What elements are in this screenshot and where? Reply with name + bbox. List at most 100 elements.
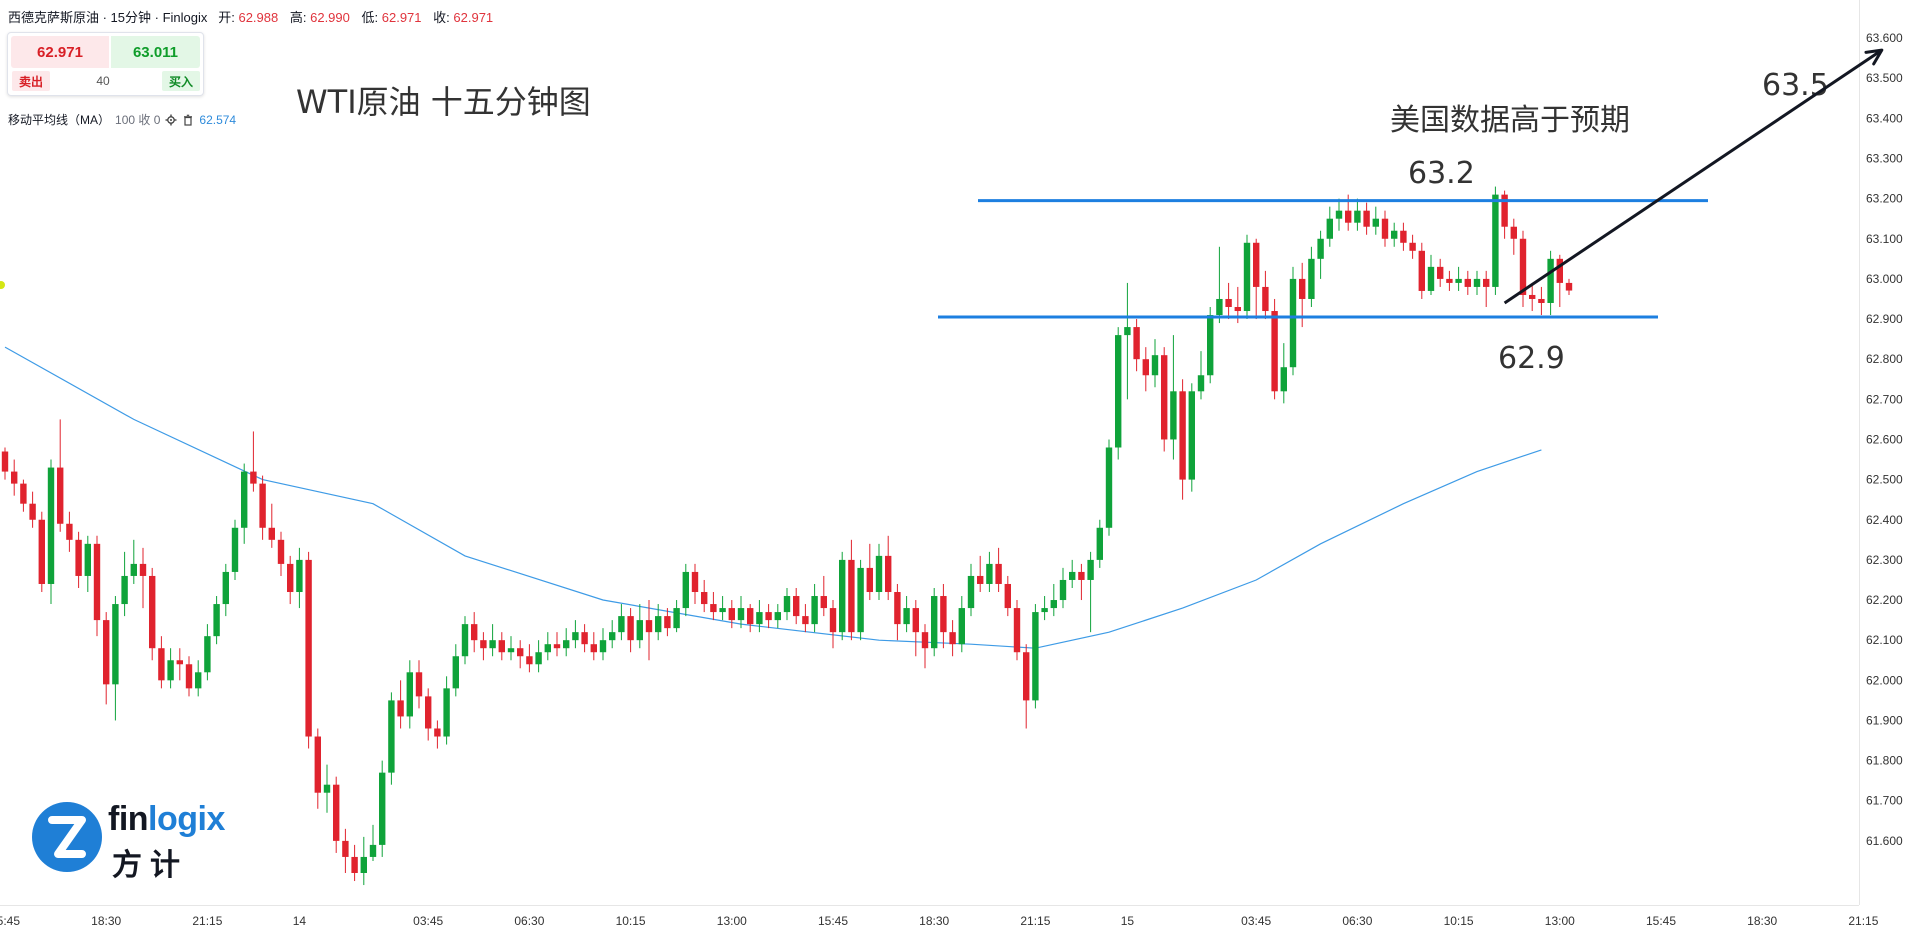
x-tick-label: 21:15 <box>1020 914 1050 928</box>
candle <box>609 620 616 649</box>
trend-arrow-line <box>1503 48 1883 305</box>
candle-body <box>774 612 781 621</box>
candle-body <box>1372 218 1379 227</box>
y-tick-label: 61.800 <box>1866 754 1903 768</box>
trash-icon[interactable] <box>182 114 194 126</box>
candle-body <box>75 539 82 576</box>
candle <box>737 596 745 629</box>
sell-button[interactable]: 卖出 <box>12 71 50 91</box>
candle <box>1317 230 1324 279</box>
buy-button[interactable]: 买入 <box>162 71 200 91</box>
candle <box>130 539 137 584</box>
y-axis: 63.600 63.500 63.400 63.300 63.200 63.100 63.0… <box>1859 0 1903 905</box>
candles-layer <box>1 186 1573 886</box>
quantity-field[interactable]: 40 <box>96 74 110 88</box>
candle <box>1170 335 1177 460</box>
candle-body <box>1142 359 1149 376</box>
candle-body <box>1032 612 1039 701</box>
candle <box>1087 551 1094 633</box>
candle <box>57 419 64 532</box>
candle-body <box>185 664 193 689</box>
candle-body <box>1446 278 1453 283</box>
candle-body <box>1473 278 1481 287</box>
candle-body <box>1087 559 1094 580</box>
candle <box>903 596 910 633</box>
candle-body <box>333 784 340 841</box>
candle-body <box>369 844 377 857</box>
candle-body <box>1409 242 1416 251</box>
moving-average-line <box>4 346 1542 649</box>
candle <box>1473 270 1481 295</box>
candle-body <box>47 467 55 584</box>
candle <box>498 632 505 661</box>
candle <box>765 604 772 629</box>
candle-body <box>1004 583 1011 609</box>
candle <box>710 592 717 621</box>
candle-body <box>121 575 128 605</box>
candle-body <box>627 616 634 641</box>
candle <box>259 475 266 540</box>
candle-body <box>323 784 331 793</box>
candle <box>618 604 625 641</box>
candle <box>489 624 496 657</box>
candle <box>526 644 533 673</box>
candle <box>434 720 441 749</box>
candle <box>572 620 579 649</box>
candle-body <box>1391 230 1398 239</box>
candle-body <box>139 563 147 576</box>
candle-body <box>1170 391 1177 440</box>
candle-body <box>1133 327 1140 360</box>
candle <box>112 596 119 721</box>
candle <box>747 604 754 633</box>
candle <box>1538 286 1545 316</box>
buy-price-button[interactable]: 63.011 <box>111 36 200 68</box>
candle-body <box>645 620 653 633</box>
candle-body <box>719 608 726 613</box>
candle <box>415 660 423 709</box>
candle-body <box>103 620 110 685</box>
candle-body <box>1418 250 1425 291</box>
candle-body <box>691 571 699 593</box>
candle <box>1547 250 1554 316</box>
candle <box>231 519 239 580</box>
annotations-layer: WTI原油 十五分钟图 美国数据高于预期 63.2 62.9 63.5 <box>0 48 1884 376</box>
symbol-title: 西德克萨斯原油 · 15分钟 · Finlogix <box>8 10 208 25</box>
candle <box>20 479 27 512</box>
candle-body <box>747 608 754 625</box>
candle-body <box>1 451 9 472</box>
candle <box>213 596 220 645</box>
candle-body <box>57 467 64 524</box>
candle-body <box>379 772 386 845</box>
level-label: 63.2 <box>1408 156 1475 191</box>
candle <box>728 600 735 629</box>
candle <box>461 616 469 665</box>
candle <box>1418 242 1425 299</box>
candle <box>360 836 367 886</box>
gear-icon[interactable] <box>165 114 177 126</box>
candle-body <box>563 640 570 649</box>
candle-body <box>1050 600 1057 609</box>
candle <box>1391 222 1398 247</box>
candle-body <box>1041 608 1048 613</box>
arrow-head-icon <box>1864 48 1884 66</box>
x-tick-label: 10:15 <box>1444 914 1474 928</box>
candle-body <box>397 700 404 717</box>
candle-body <box>461 624 469 657</box>
cursor-dot-icon <box>0 281 5 289</box>
sell-price-button[interactable]: 62.971 <box>11 36 109 68</box>
candle-body <box>167 660 174 681</box>
candle-body <box>250 471 257 484</box>
close-value: 62.971 <box>453 10 494 25</box>
candle-body <box>1492 194 1499 287</box>
candle-body <box>1243 242 1251 312</box>
candle <box>507 636 515 661</box>
candle <box>480 632 487 661</box>
candle <box>1142 347 1149 392</box>
candle-body <box>314 736 321 793</box>
candle-body <box>673 608 680 629</box>
candle-body <box>793 596 800 617</box>
candle <box>176 648 183 681</box>
candle-body <box>728 608 735 621</box>
candle-body <box>1115 335 1122 448</box>
